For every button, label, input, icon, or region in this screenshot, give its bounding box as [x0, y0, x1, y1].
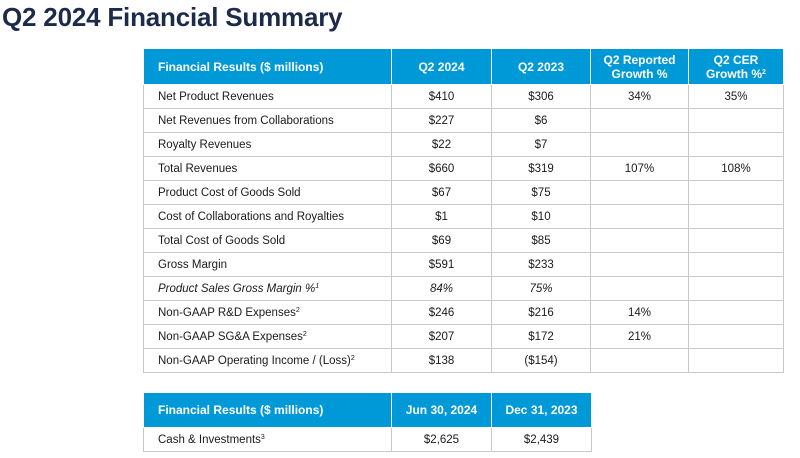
q2-2024-value: $22: [391, 132, 492, 157]
jun-2024-value: $2,625: [391, 427, 492, 452]
header-cer-growth: Q2 CER Growth %2: [688, 48, 784, 85]
table-header-row: Financial Results ($ millions) Q2 2024 Q…: [143, 48, 784, 85]
header-q2-2023: Q2 2023: [491, 48, 591, 85]
reported-growth-value: [590, 276, 689, 301]
reported-growth-value: [590, 348, 689, 373]
row-label: Product Sales Gross Margin %1: [143, 276, 392, 301]
cer-growth-value: [688, 276, 784, 301]
q2-2023-value: $6: [491, 108, 591, 133]
q2-2023-value: $172: [491, 324, 591, 349]
q2-2024-value: 84%: [391, 276, 492, 301]
q2-2024-value: $246: [391, 300, 492, 325]
q2-2023-value: $7: [491, 132, 591, 157]
table-row: Total Cost of Goods Sold $69 $85: [143, 228, 784, 253]
table-row: Royalty Revenues $22 $7: [143, 132, 784, 157]
table-row: Total Revenues $660 $319 107% 108%: [143, 156, 784, 181]
cer-growth-value: [688, 108, 784, 133]
q2-2024-value: $1: [391, 204, 492, 229]
header-q2-2024: Q2 2024: [391, 48, 492, 85]
cer-growth-value: [688, 300, 784, 325]
reported-growth-value: 107%: [590, 156, 689, 181]
cer-growth-value: [688, 348, 784, 373]
table-row: Cash & Investments3 $2,625 $2,439: [143, 427, 592, 452]
reported-growth-value: 34%: [590, 84, 689, 109]
financial-results-table: Financial Results ($ millions) Q2 2024 Q…: [143, 48, 784, 373]
reported-growth-value: [590, 204, 689, 229]
row-label: Gross Margin: [143, 252, 392, 277]
q2-2024-value: $660: [391, 156, 492, 181]
reported-growth-value: [590, 252, 689, 277]
q2-2023-value: $85: [491, 228, 591, 253]
q2-2023-value: $233: [491, 252, 591, 277]
header-reported-growth: Q2 Reported Growth %: [590, 48, 689, 85]
table-row: Non-GAAP Operating Income / (Loss)2 $138(…: [143, 348, 784, 373]
table-row: Net Product Revenues $410 $306 34% 35%: [143, 84, 784, 109]
reported-growth-value: 14%: [590, 300, 689, 325]
q2-2024-value: $410: [391, 84, 492, 109]
cer-growth-value: [688, 132, 784, 157]
reported-growth-value: [590, 228, 689, 253]
row-label: Cash & Investments3: [143, 427, 392, 452]
cer-growth-value: 35%: [688, 84, 784, 109]
q2-2023-value: $319: [491, 156, 591, 181]
reported-growth-value: 21%: [590, 324, 689, 349]
reported-growth-value: [590, 180, 689, 205]
reported-growth-value: [590, 132, 689, 157]
q2-2024-value: $67: [391, 180, 492, 205]
balance-sheet-table: Financial Results ($ millions) Jun 30, 2…: [143, 392, 592, 452]
q2-2024-value: $591: [391, 252, 492, 277]
q2-2023-value: 75%: [491, 276, 591, 301]
cer-growth-value: [688, 180, 784, 205]
table-row: Non-GAAP SG&A Expenses2 $207 $172 21%: [143, 324, 784, 349]
q2-2023-value: $216: [491, 300, 591, 325]
reported-growth-value: [590, 108, 689, 133]
q2-2024-value: $207: [391, 324, 492, 349]
cer-growth-value: [688, 228, 784, 253]
row-label: Product Cost of Goods Sold: [143, 180, 392, 205]
row-label: Total Revenues: [143, 156, 392, 181]
cer-growth-value: [688, 252, 784, 277]
cer-growth-value: [688, 324, 784, 349]
page-title: Q2 2024 Financial Summary: [2, 2, 343, 32]
row-label: Total Cost of Goods Sold: [143, 228, 392, 253]
row-label: Non-GAAP R&D Expenses2: [143, 300, 392, 325]
q2-2024-value: $138: [391, 348, 492, 373]
header-dec-2023: Dec 31, 2023: [491, 392, 592, 428]
cer-growth-value: 108%: [688, 156, 784, 181]
row-label: Non-GAAP SG&A Expenses2: [143, 324, 392, 349]
row-label: Net Product Revenues: [143, 84, 392, 109]
row-label: Cost of Collaborations and Royalties: [143, 204, 392, 229]
dec-2023-value: $2,439: [491, 427, 592, 452]
q2-2023-value: $306: [491, 84, 591, 109]
cer-growth-value: [688, 204, 784, 229]
table-row: Product Cost of Goods Sold $67 $75: [143, 180, 784, 205]
header-label: Financial Results ($ millions): [143, 48, 392, 85]
table-header-row: Financial Results ($ millions) Jun 30, 2…: [143, 392, 592, 428]
row-label: Non-GAAP Operating Income / (Loss)2: [143, 348, 392, 373]
q2-2023-value: ($154): [491, 348, 591, 373]
table-row: Product Sales Gross Margin %1 84% 75%: [143, 276, 784, 301]
row-label: Net Revenues from Collaborations: [143, 108, 392, 133]
q2-2024-value: $69: [391, 228, 492, 253]
q2-2024-value: $227: [391, 108, 492, 133]
q2-2023-value: $75: [491, 180, 591, 205]
table-row: Non-GAAP R&D Expenses2 $246 $216 14%: [143, 300, 784, 325]
header-label: Financial Results ($ millions): [143, 392, 392, 428]
table-row: Net Revenues from Collaborations $227 $6: [143, 108, 784, 133]
row-label: Royalty Revenues: [143, 132, 392, 157]
header-jun-2024: Jun 30, 2024: [391, 392, 492, 428]
table-row: Cost of Collaborations and Royalties $1 $1…: [143, 204, 784, 229]
table-row: Gross Margin $591 $233: [143, 252, 784, 277]
q2-2023-value: $10: [491, 204, 591, 229]
